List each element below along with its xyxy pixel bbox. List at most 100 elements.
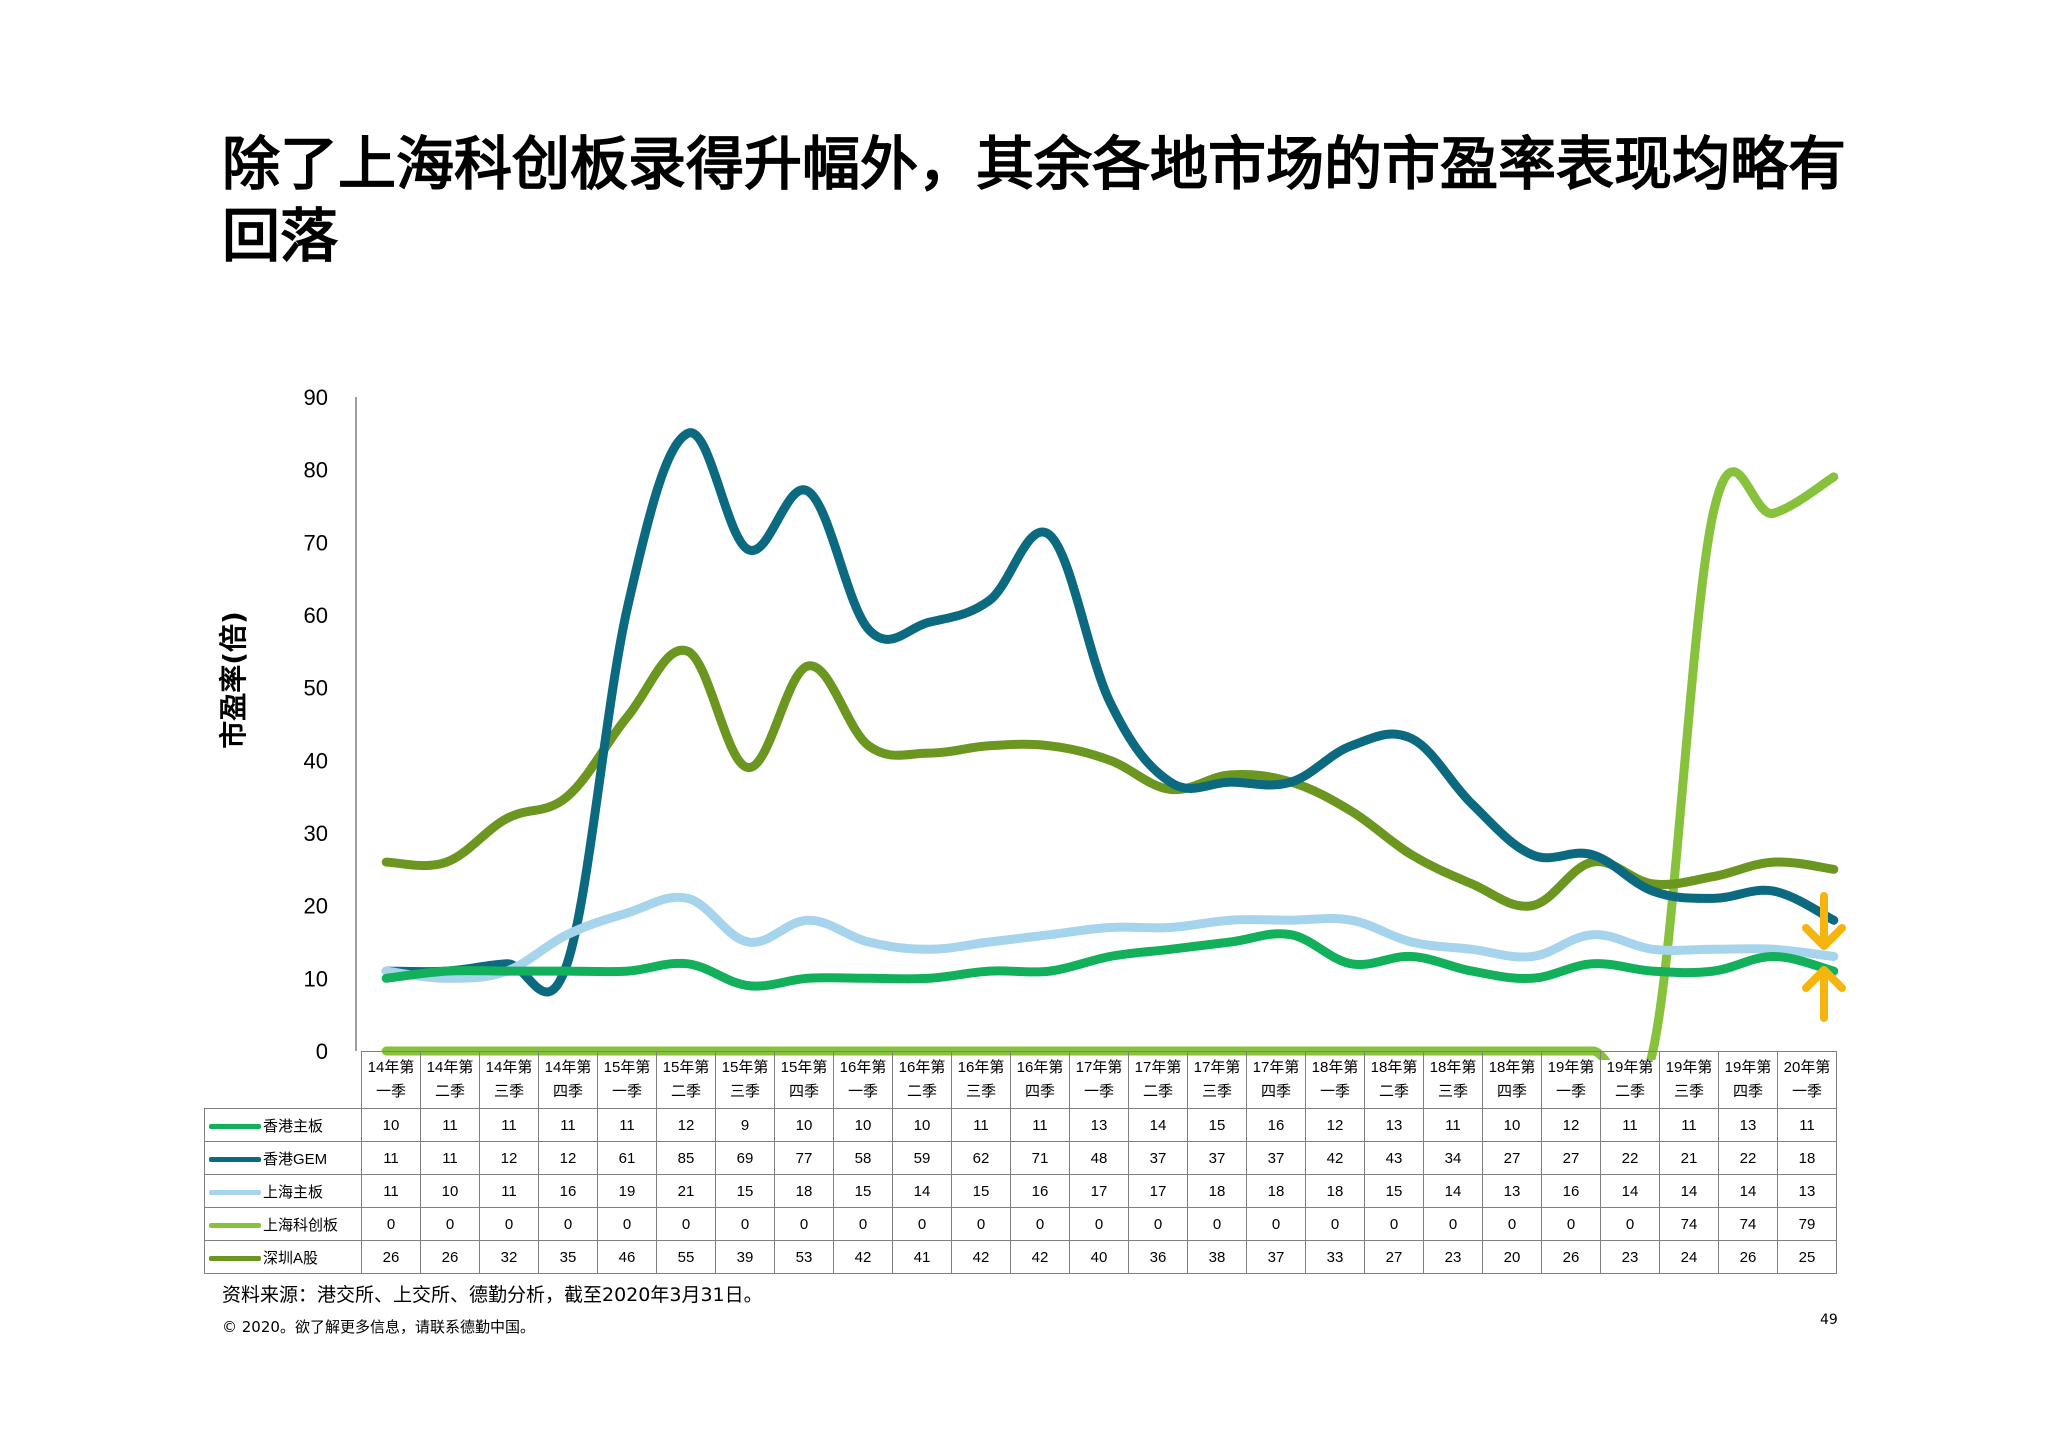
data-point-香港主板-23 (1773, 956, 1775, 958)
data-point-香港主板-13 (1169, 948, 1171, 950)
table-row-香港GEM: 香港GEM 11 11 12 12 61 85 69 77 58 59 62 71 48 37 37 37 42 4… (204, 1141, 1837, 1175)
data-point-深圳A股-0 (385, 861, 387, 863)
data-table: 14年第 一季 14年第 二季 14年第 三季 14年第 四季 15年第 一季 15年第 二季 15年第… (204, 1051, 1837, 1274)
data-point-香港主板-24 (1833, 970, 1835, 972)
data-label-上海主板-20: 16 (1541, 1174, 1601, 1208)
x-tick-label-17: 18年第 二季 (1364, 1051, 1424, 1109)
data-label-深圳A股-3: 35 (538, 1240, 598, 1274)
data-label-香港主板-4: 11 (597, 1108, 657, 1142)
data-point-深圳A股-17 (1411, 854, 1413, 856)
data-point-香港主板-16 (1350, 963, 1352, 965)
data-label-上海科创板-3: 0 (538, 1207, 598, 1241)
data-point-深圳A股-23 (1773, 861, 1775, 863)
data-point-香港主板-6 (747, 985, 749, 987)
data-point-深圳A股-20 (1592, 861, 1594, 863)
x-tick-label-2: 14年第 三季 (479, 1051, 539, 1109)
data-point-香港GEM-21 (1652, 890, 1654, 892)
data-point-深圳A股-1 (445, 861, 447, 863)
data-point-香港GEM-16 (1350, 745, 1352, 747)
data-point-香港主板-5 (687, 963, 689, 965)
table-row-上海科创板: 上海科创板 0 0 0 0 0 0 0 0 0 0 0 0 0 0 0 0 0 0 0 0 0 0 74 74 79 (204, 1207, 1837, 1241)
data-point-上海主板-22 (1712, 948, 1714, 950)
data-point-香港主板-18 (1471, 970, 1473, 972)
data-label-香港主板-2: 11 (479, 1108, 539, 1142)
data-label-深圳A股-12: 40 (1069, 1240, 1129, 1274)
data-label-香港主板-24: 11 (1777, 1108, 1837, 1142)
legend-swatch-香港GEM (209, 1157, 261, 1163)
data-label-上海科创板-15: 0 (1246, 1207, 1306, 1241)
data-label-上海主板-8: 15 (833, 1174, 893, 1208)
data-label-深圳A股-2: 32 (479, 1240, 539, 1274)
data-point-上海主板-11 (1049, 934, 1051, 936)
data-label-香港主板-14: 15 (1187, 1108, 1247, 1142)
data-point-香港GEM-6 (747, 549, 749, 551)
x-tick-label-18: 18年第 三季 (1423, 1051, 1483, 1109)
x-tick-label-0: 14年第 一季 (361, 1051, 421, 1109)
x-tick-label-5: 15年第 二季 (656, 1051, 716, 1109)
data-point-深圳A股-10 (988, 745, 990, 747)
data-point-上海主板-18 (1471, 948, 1473, 950)
data-point-上海主板-1 (445, 977, 447, 979)
series-layer (381, 428, 1839, 1060)
y-tick-label-90: 90 (304, 385, 328, 410)
data-label-上海科创板-19: 0 (1482, 1207, 1542, 1241)
x-tick-label-20: 19年第 一季 (1541, 1051, 1601, 1109)
data-point-深圳A股-9 (928, 752, 930, 754)
data-point-上海主板-20 (1592, 934, 1594, 936)
data-label-上海主板-9: 14 (892, 1174, 952, 1208)
data-label-上海主板-5: 21 (656, 1174, 716, 1208)
legend-entry-香港主板: 香港主板 (204, 1108, 362, 1142)
data-label-香港GEM-16: 42 (1305, 1141, 1365, 1175)
data-label-上海科创板-20: 0 (1541, 1207, 1601, 1241)
data-label-香港主板-21: 11 (1600, 1108, 1660, 1142)
y-tick-label-60: 60 (304, 603, 328, 628)
data-label-深圳A股-21: 23 (1600, 1240, 1660, 1274)
data-label-香港主板-16: 12 (1305, 1108, 1365, 1142)
y-tick-label-80: 80 (304, 458, 328, 483)
data-label-深圳A股-9: 41 (892, 1240, 952, 1274)
data-label-香港GEM-3: 12 (538, 1141, 598, 1175)
data-label-深圳A股-4: 46 (597, 1240, 657, 1274)
data-label-上海主板-21: 14 (1600, 1174, 1660, 1208)
data-label-香港GEM-17: 43 (1364, 1141, 1424, 1175)
data-label-上海科创板-24: 79 (1777, 1207, 1837, 1241)
data-point-深圳A股-18 (1471, 883, 1473, 885)
data-label-深圳A股-5: 55 (656, 1240, 716, 1274)
data-label-上海科创板-16: 0 (1305, 1207, 1365, 1241)
data-label-上海主板-15: 18 (1246, 1174, 1306, 1208)
data-label-香港主板-6: 9 (715, 1108, 775, 1142)
data-point-香港GEM-20 (1592, 854, 1594, 856)
data-point-上海主板-24 (1833, 956, 1835, 958)
data-point-香港GEM-24 (1833, 919, 1835, 921)
data-label-香港GEM-22: 21 (1659, 1141, 1719, 1175)
x-tick-label-12: 17年第 一季 (1069, 1051, 1129, 1109)
data-label-深圳A股-13: 36 (1128, 1240, 1188, 1274)
data-point-香港GEM-2 (506, 963, 508, 965)
data-point-香港主板-19 (1531, 977, 1533, 979)
data-point-香港主板-2 (506, 970, 508, 972)
data-label-上海科创板-17: 0 (1364, 1207, 1424, 1241)
data-point-深圳A股-7 (807, 665, 809, 667)
data-point-上海主板-6 (747, 941, 749, 943)
table-corner (204, 1051, 362, 1109)
data-point-香港GEM-8 (868, 629, 870, 631)
data-label-香港GEM-9: 59 (892, 1141, 952, 1175)
data-label-深圳A股-15: 37 (1246, 1240, 1306, 1274)
table-row-深圳A股: 深圳A股 26 26 32 35 46 55 39 53 42 41 42 42 40 36 38 37 33 27… (204, 1240, 1837, 1274)
x-tick-label-9: 16年第 二季 (892, 1051, 952, 1109)
data-label-上海科创板-12: 0 (1069, 1207, 1129, 1241)
data-label-上海科创板-6: 0 (715, 1207, 775, 1241)
data-point-香港GEM-12 (1109, 701, 1111, 703)
data-point-香港主板-15 (1290, 934, 1292, 936)
data-label-香港GEM-21: 22 (1600, 1141, 1660, 1175)
data-label-香港主板-23: 13 (1718, 1108, 1778, 1142)
data-label-香港主板-9: 10 (892, 1108, 952, 1142)
data-label-香港主板-22: 11 (1659, 1108, 1719, 1142)
arrow-down-icon (1802, 892, 1846, 950)
table-row-上海主板: 上海主板 11 10 11 16 19 21 15 18 15 14 15 16 17 17 18 18 18 15… (204, 1174, 1837, 1208)
data-label-香港主板-18: 11 (1423, 1108, 1483, 1142)
arrow-layer (1802, 892, 1846, 1022)
data-point-香港主板-17 (1411, 956, 1413, 958)
